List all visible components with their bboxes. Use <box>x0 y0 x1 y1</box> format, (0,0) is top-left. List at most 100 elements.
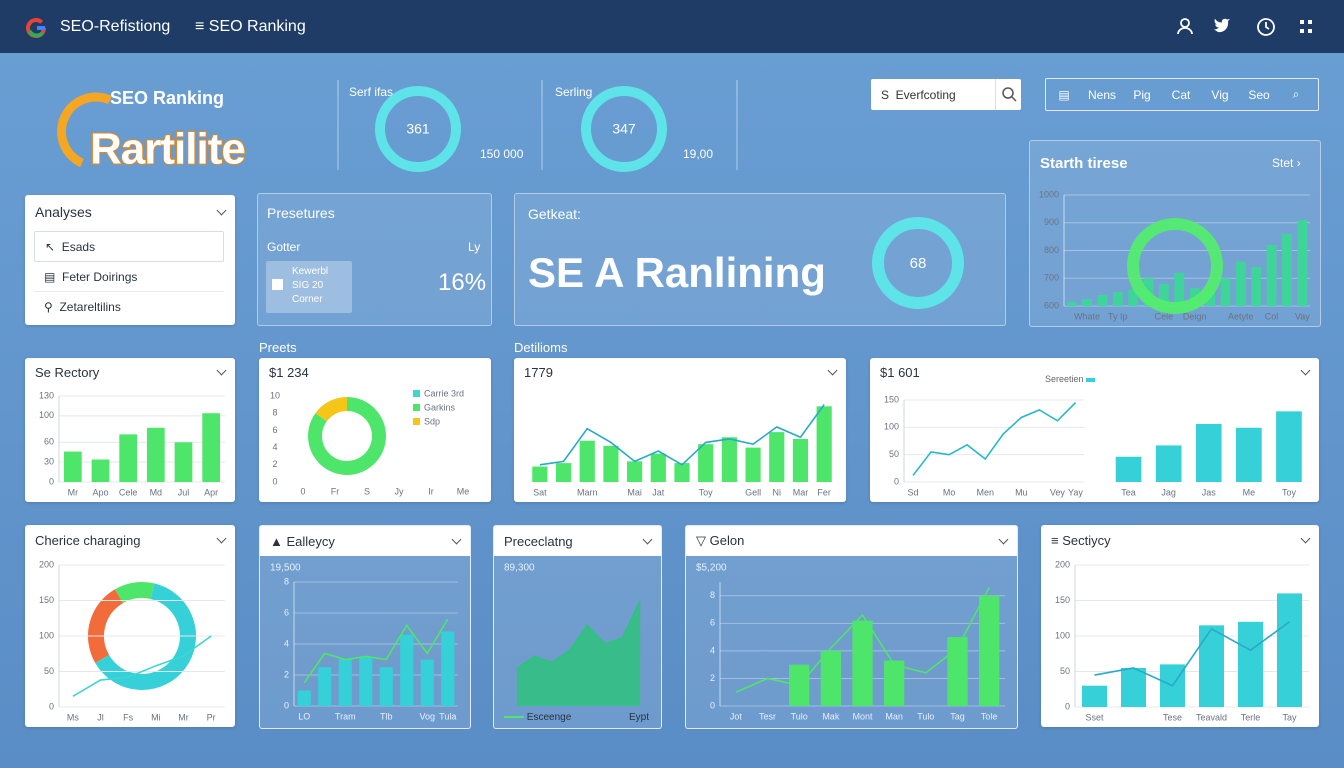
x-tick-label: Jot <box>730 711 743 721</box>
header-icons[interactable] <box>1170 14 1320 40</box>
panel-header[interactable]: ▽ Gelon <box>686 526 1017 556</box>
panel: ≡ Sectiycy 0 50 100 150 200 Sset Tese Teavald Te… <box>1041 525 1319 727</box>
bar <box>441 631 455 706</box>
nav-link[interactable]: ≡ SEO Ranking <box>195 18 306 35</box>
bar <box>1235 261 1246 306</box>
x-tick-label: Sat <box>533 487 547 497</box>
caption: Preets <box>259 340 297 355</box>
checkbox[interactable] <box>272 279 283 290</box>
bar <box>1159 283 1169 306</box>
gauge-ring <box>872 217 964 309</box>
search-placeholder: S Everfcoting <box>881 88 956 102</box>
bar <box>1121 667 1146 707</box>
logo-top: SEO Ranking <box>110 88 224 108</box>
toolbar-item[interactable]: Cat <box>1171 87 1191 102</box>
x-tick-label: Ty Ip <box>1108 311 1128 321</box>
panel-header[interactable]: ▲ Ealleycy <box>260 526 470 556</box>
toolbar-item[interactable]: Pig <box>1133 87 1151 102</box>
bar <box>555 463 572 482</box>
y-tick-label: 2 <box>710 673 715 683</box>
x-tick-label: Toy <box>1282 487 1297 497</box>
panel: $1 234 0 2 4 6 8 10 0 Fr S Jy Ir Me Carrie 3rd Garkin… <box>259 358 491 502</box>
bar <box>174 442 193 482</box>
y-tick-label: 1000 <box>1039 189 1059 199</box>
panel-header[interactable]: $1 601 <box>870 358 1319 386</box>
y-tick-label: 0 <box>49 701 54 711</box>
panel-header[interactable]: $1 234 <box>259 358 491 386</box>
y-tick-label: 900 <box>1044 217 1059 227</box>
x-tick-label: Teavald <box>1196 712 1227 722</box>
bar <box>698 444 714 482</box>
panel-header[interactable]: Se Rectory <box>25 358 235 386</box>
x-tick-label: Tlb <box>380 711 393 721</box>
x-tick-label: Col <box>1265 311 1279 321</box>
chart: 0 2 4 6 8 10 0 Fr S Jy Ir Me Carrie 3rd Garkins Sdp <box>270 388 469 496</box>
y-tick-label: 0 <box>894 476 899 486</box>
x-tick-label: Jl <box>97 712 104 722</box>
x-tick-label: Vey <box>1050 487 1066 497</box>
panel-header[interactable]: Cherice charaging <box>25 525 235 555</box>
box-text: SIG 20 <box>292 280 324 291</box>
donut-segment <box>115 582 155 604</box>
y-tick-label: 150 <box>39 595 54 605</box>
nav-text: SEO Ranking <box>208 18 306 35</box>
bar <box>1220 278 1231 306</box>
bar <box>1199 625 1224 707</box>
y-tick-label: 6 <box>272 425 277 435</box>
legend-text: Esceenge <box>526 712 572 723</box>
panel-title: Ealleycy <box>286 533 335 549</box>
bar <box>1282 233 1292 306</box>
y-tick-label: 130 <box>39 390 54 400</box>
sidebar-item[interactable]: ▤ Feter Doirings <box>34 262 224 292</box>
x-tick-label: Tay <box>1282 712 1297 722</box>
sidebar-header[interactable]: Analyses <box>25 195 235 229</box>
toolbar-item[interactable]: Seo <box>1248 87 1270 102</box>
hero-label: Getkeat: <box>528 206 581 222</box>
y-tick-label: 50 <box>1060 666 1070 676</box>
panel: ▽ Gelon $5,200 0 2 4 6 8 Jot Tesr Tulo Mak Mont Man… <box>685 525 1018 729</box>
search-box[interactable]: S Everfcoting <box>871 79 1021 110</box>
sidebar-item[interactable]: ↖ Esads <box>34 231 224 262</box>
legend-swatch <box>413 404 420 411</box>
x-tick-label: Ir <box>428 486 434 496</box>
x-tick-label: Mr <box>178 712 189 722</box>
sidebar: Analyses ↖ Esads ▤ Feter Doirings ⚲ Zeta… <box>25 195 235 325</box>
gauge-value: 68 <box>910 255 927 272</box>
donut-segment <box>95 583 196 690</box>
y-tick-label: 2 <box>272 459 277 469</box>
bar <box>792 439 809 482</box>
bar <box>979 595 1000 706</box>
bar <box>1097 294 1108 306</box>
y-tick-label: 6 <box>284 607 289 617</box>
legend-label: Garkins <box>424 402 456 412</box>
panel-title: Starth tirese <box>1040 155 1128 172</box>
toolbar: ▤ Nens Pig Cat Vig Seo ⌕ <box>1045 78 1319 111</box>
y-tick-label: 50 <box>889 449 899 459</box>
panel-header[interactable]: ≡ Sectiycy <box>1041 525 1319 555</box>
x-tick-label: Tese <box>1163 712 1182 722</box>
toolbar-search[interactable]: ⌕ <box>1292 87 1300 101</box>
y-tick-label: 8 <box>710 590 715 600</box>
gauge-value: 361 <box>406 121 430 137</box>
panel-title: $1 234 <box>269 364 309 380</box>
y-tick-label: 2 <box>284 669 289 679</box>
panel: $1 601 Sereetien 0 50 100 150 Sd Mo Men Mu Vey Ya… <box>870 358 1319 502</box>
panel-title: 1779 <box>524 364 553 380</box>
panel-link[interactable]: Stet › <box>1272 156 1301 170</box>
bar <box>884 660 905 706</box>
panel: Se Rectory 0 30 60 100 130 Mr Apo Cele Md Jul Apr <box>25 358 235 502</box>
sidebar-item[interactable]: ⚲ Zetareltilins <box>44 299 121 314</box>
panel-header[interactable]: Prececlatng <box>494 526 661 556</box>
y-tick-label: 6 <box>710 618 715 628</box>
toolbar-item[interactable]: Nens <box>1087 87 1116 102</box>
search-button[interactable] <box>995 79 1022 110</box>
y-tick-label: 100 <box>884 422 899 432</box>
x-tick-label: Apo <box>92 487 108 497</box>
y-tick-label: 0 <box>284 700 289 710</box>
toolbar-icon[interactable]: ▤ <box>1058 87 1070 102</box>
x-tick-label: Ms <box>67 712 79 722</box>
panel-header[interactable]: 1779 <box>514 358 846 386</box>
bar <box>603 445 619 482</box>
toolbar-item[interactable]: Vig <box>1211 87 1229 102</box>
y-tick-label: 700 <box>1044 273 1059 283</box>
